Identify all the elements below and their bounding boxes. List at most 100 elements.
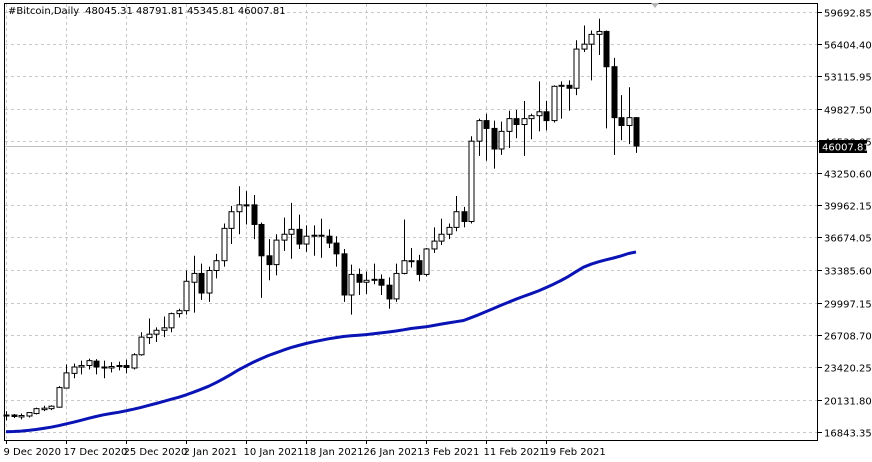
candle[interactable]: [198, 263, 205, 300]
candle[interactable]: [243, 191, 250, 225]
candle[interactable]: [423, 247, 430, 277]
candle[interactable]: [303, 225, 310, 252]
candle[interactable]: [176, 308, 183, 318]
candle[interactable]: [131, 353, 138, 370]
candle[interactable]: [221, 223, 228, 267]
candle-body-up: [183, 280, 190, 312]
candle[interactable]: [191, 255, 198, 313]
candle[interactable]: [288, 202, 295, 259]
x-tick-label: 26 Jan 2021: [364, 447, 424, 458]
candle[interactable]: [161, 316, 168, 338]
candle[interactable]: [326, 229, 333, 248]
candle[interactable]: [491, 120, 498, 169]
candle[interactable]: [483, 113, 490, 161]
candle-body-up: [431, 240, 438, 250]
candle[interactable]: [41, 405, 48, 412]
candle-body-down: [266, 255, 273, 266]
candle[interactable]: [506, 110, 513, 149]
candle[interactable]: [596, 18, 603, 55]
scroll-marker-icon[interactable]: [651, 3, 659, 8]
candle[interactable]: [446, 223, 453, 240]
candle[interactable]: [341, 248, 348, 302]
candle[interactable]: [573, 40, 580, 96]
candle[interactable]: [123, 359, 130, 374]
candle[interactable]: [56, 386, 63, 408]
candle[interactable]: [11, 414, 18, 418]
candle[interactable]: [26, 412, 33, 418]
candle[interactable]: [588, 30, 595, 81]
candle[interactable]: [461, 206, 468, 228]
candle[interactable]: [153, 327, 160, 343]
candle[interactable]: [378, 274, 385, 295]
candle[interactable]: [281, 217, 288, 251]
candle-body-down: [93, 360, 100, 368]
candle[interactable]: [476, 118, 483, 156]
candle[interactable]: [386, 277, 393, 309]
candle[interactable]: [296, 214, 303, 249]
candle[interactable]: [438, 218, 445, 246]
candle[interactable]: [258, 222, 265, 298]
candle[interactable]: [468, 136, 475, 224]
candle[interactable]: [611, 57, 618, 155]
candle[interactable]: [101, 360, 108, 379]
candle[interactable]: [18, 413, 25, 420]
candle[interactable]: [273, 234, 280, 276]
candle[interactable]: [108, 362, 115, 373]
candle[interactable]: [228, 205, 235, 245]
candle[interactable]: [618, 95, 625, 141]
candle-body-up: [161, 327, 168, 331]
candle[interactable]: [78, 360, 85, 375]
candle[interactable]: [33, 407, 40, 415]
candle[interactable]: [146, 318, 153, 344]
candle[interactable]: [393, 263, 400, 302]
candle[interactable]: [558, 81, 565, 119]
candle[interactable]: [551, 85, 558, 123]
candle[interactable]: [183, 270, 190, 315]
candle-body-up: [401, 260, 408, 274]
candle[interactable]: [168, 312, 175, 333]
candle[interactable]: [626, 87, 633, 145]
candle[interactable]: [453, 196, 460, 232]
candle[interactable]: [566, 80, 573, 111]
candle[interactable]: [86, 358, 93, 370]
candle[interactable]: [333, 236, 340, 267]
candle[interactable]: [581, 25, 588, 53]
candle[interactable]: [63, 364, 70, 389]
candle[interactable]: [513, 109, 520, 139]
candle[interactable]: [408, 247, 415, 268]
candle[interactable]: [603, 30, 610, 129]
candle[interactable]: [356, 268, 363, 295]
candle[interactable]: [363, 271, 370, 295]
candle[interactable]: [138, 332, 145, 356]
candle[interactable]: [498, 121, 505, 155]
candle[interactable]: [71, 363, 78, 379]
candle[interactable]: [93, 359, 100, 375]
moving-average-line: [5, 250, 637, 434]
candle[interactable]: [431, 227, 438, 253]
candle[interactable]: [416, 254, 423, 282]
candle[interactable]: [528, 113, 535, 140]
y-tick-label: 59692.85: [824, 9, 872, 20]
candle[interactable]: [318, 218, 325, 258]
candle[interactable]: [311, 225, 318, 256]
candle[interactable]: [116, 361, 123, 371]
candle[interactable]: [348, 264, 355, 315]
candle[interactable]: [633, 117, 640, 153]
candle[interactable]: [236, 186, 243, 235]
candle[interactable]: [206, 266, 213, 302]
candle[interactable]: [213, 253, 220, 279]
candle[interactable]: [536, 81, 543, 132]
candle-body-down: [11, 414, 18, 417]
candle-body-up: [521, 118, 528, 126]
candle-body-down: [378, 278, 385, 286]
candle[interactable]: [371, 263, 378, 285]
candles[interactable]: [3, 18, 640, 421]
candle[interactable]: [521, 100, 528, 156]
candle[interactable]: [401, 219, 408, 275]
candle[interactable]: [266, 239, 273, 281]
candle[interactable]: [48, 405, 55, 411]
candle[interactable]: [251, 195, 258, 240]
candle-body-down: [483, 120, 490, 129]
candle[interactable]: [543, 100, 550, 131]
